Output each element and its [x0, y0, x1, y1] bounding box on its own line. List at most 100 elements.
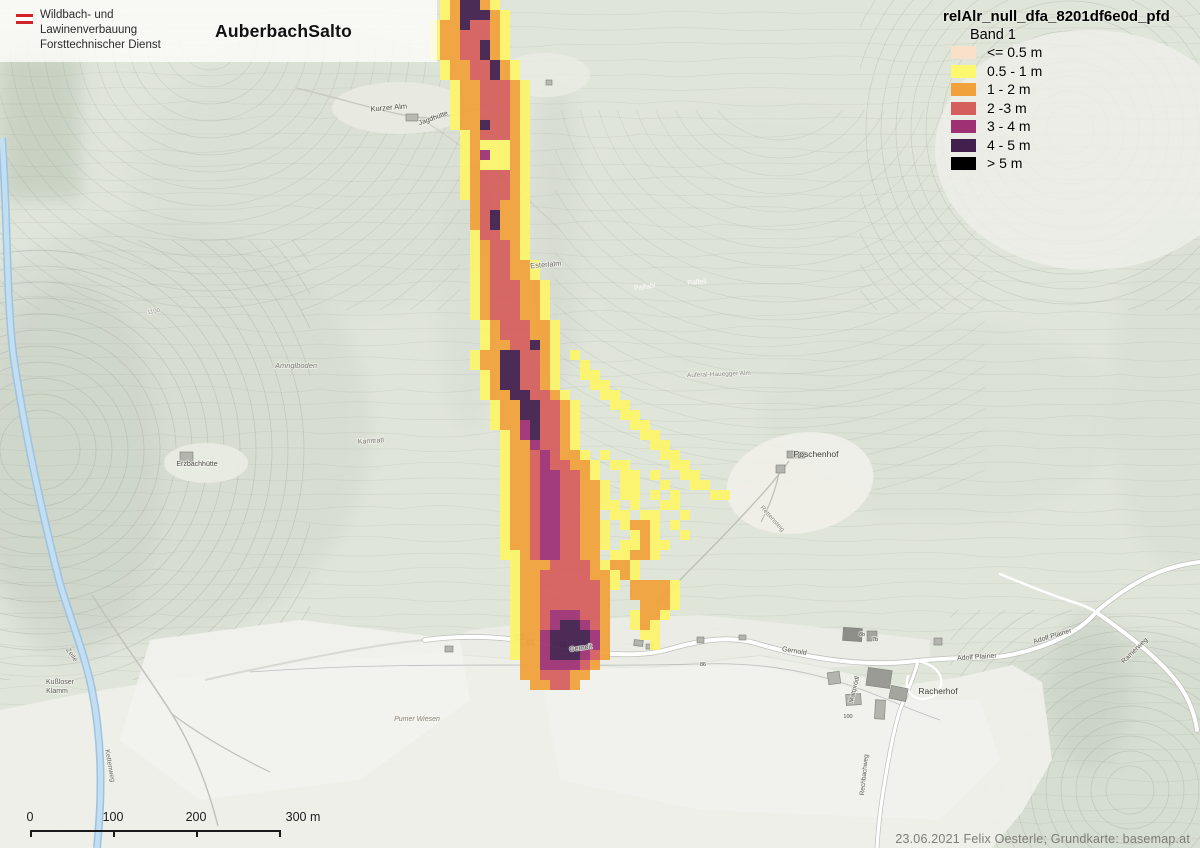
- deposition-cell: [550, 450, 560, 460]
- austria-flag-icon: [16, 14, 33, 25]
- deposition-cell: [460, 0, 480, 10]
- map-label: Poschenhof: [794, 449, 840, 459]
- deposition-cell: [490, 420, 500, 430]
- deposition-cell: [610, 400, 630, 410]
- building: [545, 79, 553, 86]
- deposition-cell: [440, 50, 460, 60]
- deposition-cell: [520, 110, 530, 120]
- deposition-cell: [510, 60, 520, 70]
- deposition-cell: [630, 620, 640, 630]
- deposition-cell: [600, 650, 610, 660]
- deposition-cell: [580, 370, 600, 380]
- deposition-cell: [490, 220, 500, 230]
- deposition-cell: [510, 100, 520, 110]
- deposition-cell: [530, 550, 540, 560]
- deposition-cell: [500, 200, 520, 210]
- deposition-cell: [510, 180, 520, 190]
- deposition-cell: [440, 60, 450, 70]
- deposition-cell: [520, 290, 540, 300]
- deposition-cell: [620, 490, 640, 500]
- deposition-cell: [520, 90, 530, 100]
- map-label: Erzbachhütte: [176, 461, 217, 468]
- deposition-cell: [490, 280, 520, 290]
- deposition-cell: [540, 290, 550, 300]
- deposition-cell: [630, 610, 640, 620]
- deposition-cell: [590, 640, 600, 650]
- deposition-cell: [610, 550, 630, 560]
- deposition-cell: [470, 270, 480, 280]
- deposition-cell: [510, 590, 520, 600]
- deposition-cell: [490, 270, 510, 280]
- deposition-cell: [450, 0, 460, 10]
- deposition-cell: [540, 600, 600, 610]
- deposition-cell: [460, 20, 470, 30]
- header-band: Wildbach- und Lawinenverbauung Forsttech…: [0, 0, 437, 62]
- deposition-cell: [690, 480, 710, 490]
- legend-color-swatch: [951, 83, 976, 96]
- deposition-cell: [510, 190, 520, 200]
- deposition-cell: [500, 60, 510, 70]
- deposition-cell: [500, 430, 510, 440]
- deposition-cell: [450, 90, 460, 100]
- deposition-cell: [480, 200, 500, 210]
- deposition-cell: [520, 610, 540, 620]
- deposition-cell: [520, 600, 540, 610]
- deposition-cell: [670, 600, 680, 610]
- deposition-cell: [600, 530, 610, 540]
- deposition-cell: [520, 360, 540, 370]
- deposition-cell: [530, 540, 540, 550]
- deposition-cell: [490, 10, 500, 20]
- deposition-cell: [460, 40, 480, 50]
- deposition-cell: [490, 300, 520, 310]
- deposition-cell: [530, 680, 550, 690]
- deposition-cell: [530, 430, 540, 440]
- legend-color-swatch: [951, 46, 976, 59]
- legend-item: <= 0.5 m: [951, 45, 1193, 59]
- deposition-cell: [560, 530, 580, 540]
- deposition-cell: [470, 60, 490, 70]
- deposition-cell: [470, 260, 480, 270]
- deposition-cell: [530, 460, 540, 470]
- deposition-cell: [580, 500, 600, 510]
- deposition-cell: [600, 610, 610, 620]
- deposition-cell: [590, 650, 600, 660]
- deposition-cell: [590, 470, 600, 480]
- deposition-cell: [540, 650, 550, 660]
- deposition-cell: [500, 10, 510, 20]
- deposition-cell: [500, 550, 520, 560]
- deposition-cell: [650, 490, 660, 500]
- deposition-cell: [630, 500, 640, 510]
- deposition-cell: [560, 490, 580, 500]
- deposition-cell: [440, 70, 450, 80]
- deposition-cell: [610, 570, 620, 580]
- deposition-cell: [520, 560, 550, 570]
- deposition-cell: [440, 30, 460, 40]
- deposition-cell: [670, 490, 680, 500]
- deposition-cell: [480, 90, 510, 100]
- deposition-cell: [470, 230, 480, 240]
- map-label: Adolf Plainer: [957, 653, 998, 663]
- deposition-cell: [500, 420, 520, 430]
- map-label: Pumer Wiesen: [394, 716, 440, 723]
- legend: relAlr_null_dfa_8201df6e0d_pfd Band 1 <=…: [943, 8, 1193, 176]
- deposition-cell: [650, 520, 660, 530]
- deposition-cell: [590, 380, 610, 390]
- deposition-cell: [670, 460, 690, 470]
- deposition-cell: [610, 560, 630, 570]
- building: [786, 450, 797, 459]
- deposition-cell: [480, 350, 500, 360]
- deposition-cell: [680, 470, 700, 480]
- deposition-cell: [460, 130, 470, 140]
- deposition-cell: [520, 100, 530, 110]
- deposition-cell: [480, 190, 510, 200]
- deposition-cell: [570, 430, 580, 440]
- deposition-cell: [510, 600, 520, 610]
- deposition-cell: [650, 640, 660, 650]
- deposition-cell: [510, 460, 530, 470]
- deposition-cell: [440, 10, 450, 20]
- legend-item: 3 - 4 m: [951, 119, 1193, 133]
- deposition-cell: [570, 420, 580, 430]
- deposition-cell: [580, 470, 590, 480]
- deposition-cell: [520, 130, 530, 140]
- deposition-cell: [540, 310, 550, 320]
